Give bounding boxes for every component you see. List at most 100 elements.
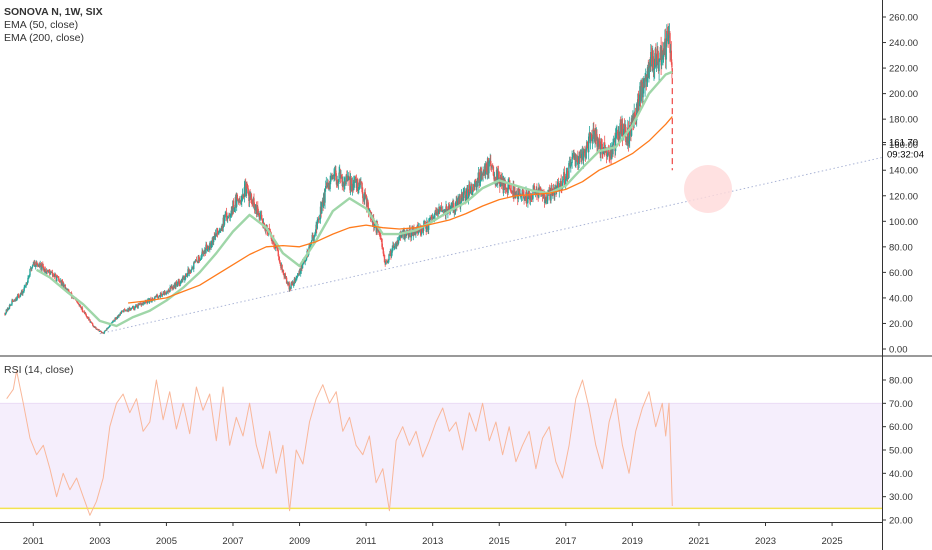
candle-body [595, 130, 597, 137]
price-tick-label: 120.00 [889, 191, 918, 202]
ema200-legend[interactable]: EMA (200, close) [4, 32, 84, 44]
candle-body [123, 309, 125, 312]
time-tick-label: 2005 [156, 536, 177, 547]
candle-body [221, 225, 224, 228]
candle-body [154, 296, 156, 301]
candle-body [422, 224, 425, 231]
time-tick-label: 2021 [688, 536, 709, 547]
candle-body [650, 52, 653, 56]
candle-body [84, 312, 87, 315]
candle-body [470, 187, 473, 195]
candle-body [590, 133, 592, 135]
candle-body [398, 235, 400, 241]
candle-body [132, 306, 135, 309]
candle-body [585, 147, 587, 159]
candle-body [97, 329, 100, 331]
candle-body [304, 260, 306, 263]
candle-body [463, 192, 465, 194]
candle-body [434, 211, 436, 215]
candle-body [238, 200, 240, 203]
candle-body [243, 187, 246, 197]
candle-body [479, 181, 481, 183]
candle-body [591, 138, 594, 142]
candle-body [478, 172, 480, 183]
candle-body [8, 305, 11, 309]
candle-body [57, 276, 59, 278]
symbol-label[interactable]: SONOVA N, 1W, SIX [4, 6, 103, 18]
candle-body [157, 296, 160, 298]
candle-body [459, 195, 461, 207]
candle-body [134, 306, 137, 307]
candle-body [584, 149, 586, 156]
candle-body [359, 180, 361, 184]
candle-body [92, 323, 94, 326]
candle-body [494, 177, 496, 183]
ema50-legend[interactable]: EMA (50, close) [4, 19, 79, 31]
candle-body [517, 188, 519, 199]
rsi-tick-label: 40.00 [889, 469, 913, 480]
candle-body [365, 196, 368, 207]
candle-body [122, 310, 124, 312]
candle-body [655, 64, 658, 66]
candle-body [533, 185, 535, 193]
candle-body [591, 134, 593, 142]
candle-body [550, 188, 552, 201]
time-tick-label: 2025 [822, 536, 843, 547]
time-tick-label: 2003 [89, 536, 110, 547]
candle-body [167, 290, 169, 293]
candle-body [193, 262, 196, 264]
candle-body [477, 172, 480, 178]
candle-body [4, 313, 7, 315]
candle-body [314, 231, 317, 235]
candle-body [309, 243, 311, 248]
candle-body [467, 189, 469, 200]
candle-body [492, 165, 494, 167]
candle-body [312, 235, 314, 237]
candle-body [182, 276, 184, 281]
candle-body [392, 245, 395, 248]
candle-body [184, 276, 187, 280]
candle-body [218, 232, 220, 235]
candle-body [281, 264, 283, 271]
candle-body [582, 151, 585, 161]
candle-body [81, 307, 84, 312]
candle-body [578, 156, 580, 163]
candle-body [221, 225, 223, 231]
candle-body [648, 67, 650, 77]
candle-body [428, 222, 430, 230]
candle-body [424, 222, 426, 225]
candle-body [426, 222, 428, 232]
rsi-legend[interactable]: RSI (14, close) [4, 364, 74, 376]
candle-body [36, 262, 38, 265]
candle-body [9, 305, 11, 306]
candle-body [15, 299, 18, 301]
candle-body [180, 279, 183, 281]
candle-body [570, 164, 572, 167]
candle-body [333, 174, 335, 177]
candle-body [480, 167, 482, 176]
candle-body [76, 300, 78, 302]
time-tick-label: 2007 [222, 536, 243, 547]
candle-body [515, 195, 517, 199]
candle-body [108, 327, 110, 328]
candle-body [671, 62, 673, 68]
time-tick-label: 2015 [489, 536, 510, 547]
price-legend: SONOVA N, 1W, SIX EMA (50, close) EMA (2… [4, 6, 103, 45]
candle-body [257, 206, 259, 214]
rsi-tick-label: 70.00 [889, 399, 913, 410]
price-tick-label: 60.00 [889, 268, 913, 279]
candle-body [207, 246, 210, 250]
candle-body [128, 307, 130, 311]
candle-body [358, 187, 360, 191]
candle-body [460, 194, 463, 203]
candle-body [362, 192, 364, 199]
candle-body [613, 139, 615, 143]
candle-body [437, 211, 439, 214]
price-tick-label: 80.00 [889, 242, 913, 253]
candle-body [654, 58, 656, 69]
candle-body [506, 188, 508, 192]
rsi-tick-label: 20.00 [889, 516, 913, 527]
candle-body [246, 182, 248, 187]
candle-body [465, 200, 467, 201]
last-price-label: 161.70 [889, 138, 918, 149]
